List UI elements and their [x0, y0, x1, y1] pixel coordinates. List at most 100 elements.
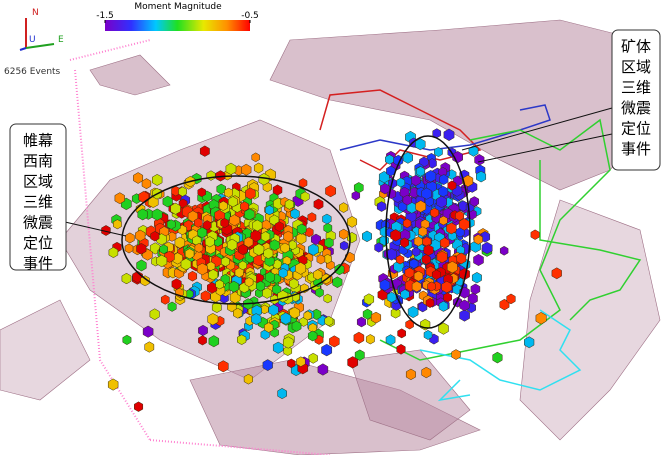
event-marker [197, 187, 206, 198]
event-marker [282, 336, 294, 349]
callout-line: 区域 [621, 58, 651, 76]
compass-up: U [29, 35, 36, 45]
event-marker [264, 255, 275, 267]
event-marker [289, 278, 299, 290]
event-marker [283, 346, 293, 356]
event-marker [152, 174, 163, 186]
event-marker [400, 237, 409, 248]
event-marker [339, 228, 349, 240]
callout-line: 定位 [23, 234, 53, 252]
event-marker [436, 250, 448, 264]
event-marker [108, 247, 119, 258]
event-marker [530, 229, 540, 240]
event-marker [332, 276, 343, 288]
callout-line: 三维 [621, 79, 651, 97]
event-marker [255, 280, 266, 292]
callout-line: 矿体 [621, 38, 651, 56]
event-marker [156, 254, 168, 268]
event-marker [324, 315, 334, 327]
event-marker [264, 322, 274, 333]
event-marker [347, 216, 358, 228]
event-marker [133, 172, 144, 184]
event-marker [385, 154, 394, 165]
event-marker [438, 185, 449, 198]
event-marker [207, 313, 219, 326]
event-marker [376, 201, 387, 212]
callout-line: 帷幕 [23, 132, 53, 150]
event-marker [439, 215, 448, 226]
event-marker [238, 244, 248, 255]
callout-box [611, 29, 661, 171]
callout-line: 区域 [23, 173, 53, 191]
event-marker [241, 163, 252, 176]
event-marker [415, 138, 426, 151]
event-marker [385, 334, 396, 346]
event-marker [402, 194, 412, 206]
event-marker [425, 170, 437, 183]
event-marker [386, 165, 396, 177]
event-marker [311, 233, 321, 246]
colorbar-title: Moment Magnitude [134, 2, 222, 12]
callout-line: 三维 [23, 193, 53, 211]
event-marker [218, 200, 228, 211]
event-marker [421, 366, 432, 379]
event-marker [287, 358, 296, 369]
box-outline [69, 39, 331, 455]
event-marker [260, 231, 271, 242]
event-marker [446, 222, 457, 235]
event-marker [492, 351, 503, 364]
event-marker [243, 373, 253, 385]
event-marker [409, 258, 419, 269]
event-marker [413, 236, 423, 247]
event-marker [171, 278, 182, 290]
event-marker [136, 243, 147, 255]
callout-line: 事件 [621, 140, 651, 158]
compass-north: N [32, 8, 39, 18]
event-marker [313, 269, 323, 281]
event-marker [278, 267, 288, 279]
event-marker [379, 279, 391, 292]
event-marker [323, 222, 333, 234]
event-marker [258, 173, 270, 186]
event-marker [307, 330, 318, 342]
event-marker [208, 269, 219, 281]
event-marker [499, 245, 509, 256]
event-marker [263, 247, 274, 259]
event-marker [221, 256, 230, 267]
event-marker [456, 252, 467, 265]
event-marker [386, 291, 397, 303]
event-marker [137, 208, 148, 221]
event-marker [121, 272, 132, 285]
event-marker [395, 254, 405, 265]
event-marker [411, 247, 421, 257]
event-marker [402, 151, 413, 164]
colorbar: Moment Magnitude -1.5 -0.5 [96, 2, 259, 31]
event-marker [396, 177, 406, 188]
event-marker [264, 271, 275, 283]
event-marker [404, 267, 415, 279]
event-marker [396, 344, 406, 355]
event-marker [415, 200, 427, 213]
event-marker [159, 244, 168, 255]
compass: N U E [19, 8, 64, 51]
event-marker [206, 170, 216, 181]
event-marker [280, 312, 292, 325]
event-marker [252, 219, 263, 232]
event-marker [245, 187, 256, 200]
event-marker [253, 162, 264, 174]
event-marker [356, 316, 367, 328]
event-marker [459, 299, 470, 312]
colorbar-ramp [105, 20, 250, 31]
event-marker [290, 208, 300, 220]
event-marker [425, 298, 435, 308]
event-marker [218, 360, 229, 373]
event-marker [237, 334, 247, 345]
event-marker [202, 220, 212, 231]
event-marker [481, 241, 493, 255]
event-marker [244, 208, 255, 221]
event-marker [240, 201, 249, 212]
event-marker [471, 272, 482, 284]
event-marker [434, 147, 443, 157]
event-marker [407, 305, 419, 319]
